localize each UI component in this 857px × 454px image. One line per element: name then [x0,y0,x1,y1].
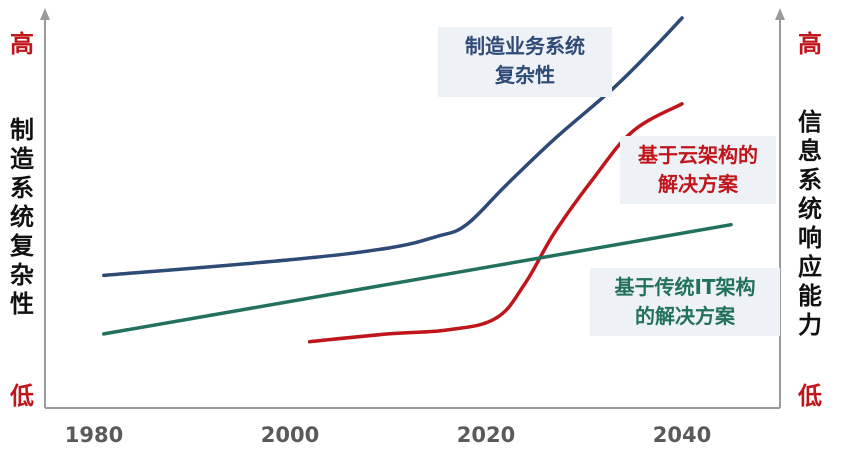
right-axis-label-char-3: 系 [798,166,822,194]
annotation-manufacturing-complexity-line-1: 制造业务系统 [465,34,585,58]
left-axis-label-char-7: 性 [10,290,34,318]
right-axis-label-char-7: 能 [798,282,822,310]
left-axis-label-char-2: 造 [10,145,34,173]
right-axis-label-char-8: 力 [798,311,822,339]
annotation-manufacturing-complexity-box [438,27,612,97]
right-axis-high-label: 高 [798,30,822,58]
right-axis-label-char-1: 信 [798,108,822,136]
series-line-traditional-it-solution [102,222,733,336]
x-tick-label-2020: 2020 [457,423,515,447]
annotation-traditional-it-solution-box [590,268,780,336]
left-axis-low-label: 低 [9,382,34,410]
annotation-cloud-solution-line-1: 基于云架构的 [638,143,758,167]
annotation-traditional-it-solution-line-2: 的解决方案 [635,304,736,328]
annotation-manufacturing-complexity-line-2: 复杂性 [494,63,555,87]
x-tick-label-2000: 2000 [261,423,319,447]
series-line-manufacturing-complexity [102,16,684,278]
right-axis-label-char-5: 响 [798,224,822,252]
right-axis-label-char-2: 息 [798,137,822,165]
right-axis-arrow-icon [775,8,785,20]
left-axis-label-char-5: 复 [9,232,35,260]
x-tick-label-2040: 2040 [653,423,711,447]
annotation-cloud-solution-box [620,136,776,204]
x-tick-label-1980: 1980 [65,423,123,447]
annotation-cloud-solution-line-2: 解决方案 [658,172,739,196]
left-axis-arrow-icon [40,8,50,20]
right-axis-label-char-4: 统 [798,195,822,223]
left-axis-high-label: 高 [10,30,34,58]
right-axis-label-char-6: 应 [798,253,822,281]
left-axis-label-char-1: 制 [10,116,34,144]
right-axis-low-label: 低 [797,382,822,410]
left-axis-label-char-4: 统 [10,203,34,231]
left-axis-label-char-6: 杂 [10,261,34,289]
series-line-cloud-solution [307,102,684,344]
left-axis-label-char-3: 系 [10,174,34,202]
annotation-traditional-it-solution-line-1: 基于传统IT架构 [614,275,755,299]
